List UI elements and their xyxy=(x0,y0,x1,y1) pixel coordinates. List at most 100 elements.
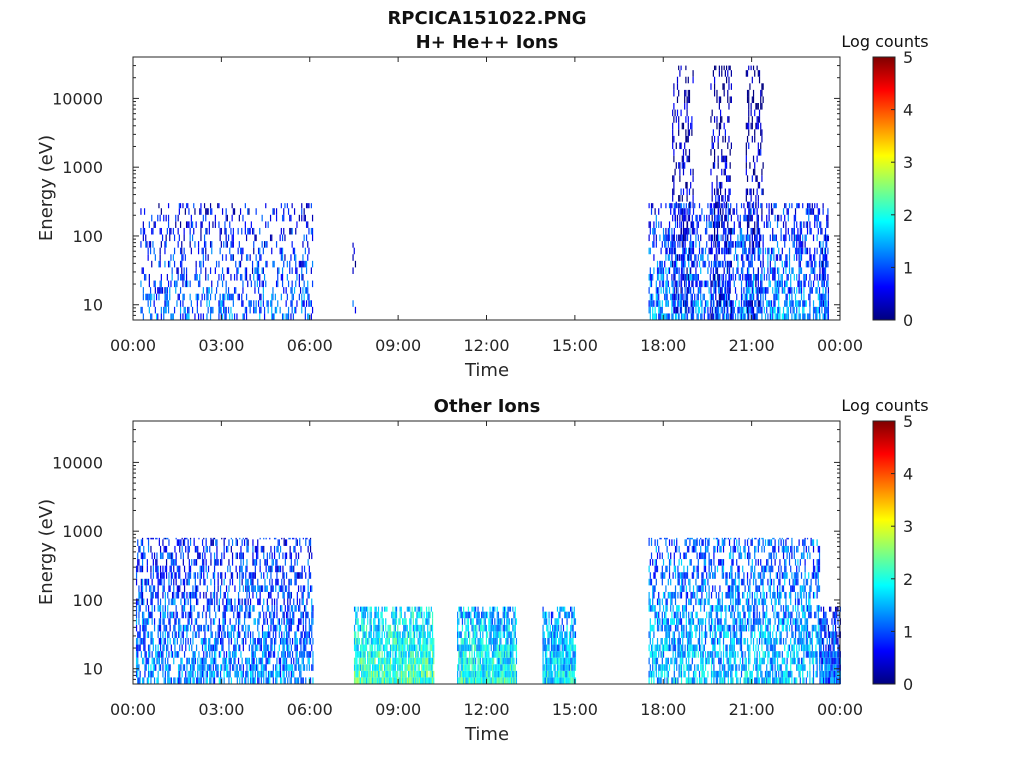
spectrogram-cell xyxy=(678,195,680,202)
spectrogram-cell xyxy=(674,254,677,261)
spectrogram-cell xyxy=(195,273,197,281)
spectrogram-cell xyxy=(356,637,358,645)
spectrogram-cell xyxy=(425,644,428,652)
spectrogram-cell xyxy=(272,260,274,268)
spectrogram-cell xyxy=(658,273,660,281)
spectrogram-cell xyxy=(262,287,264,294)
spectrogram-cell xyxy=(692,168,694,176)
spectrogram-cell xyxy=(137,559,139,566)
spectrogram-cell xyxy=(167,631,169,638)
spectrogram-cell xyxy=(182,624,184,632)
spectrogram-cell xyxy=(216,664,218,671)
spectrogram-cell xyxy=(816,214,818,222)
spectrogram-cell xyxy=(691,306,693,314)
spectrogram-cell xyxy=(746,313,749,320)
spectrogram-cell xyxy=(798,280,800,288)
spectrogram-cell xyxy=(692,241,694,248)
spectrogram-cell xyxy=(670,260,672,268)
spectrogram-cell xyxy=(428,677,430,684)
spectrogram-cell xyxy=(668,254,671,261)
spectrogram-cell xyxy=(370,631,372,638)
spectrogram-cell xyxy=(167,300,170,307)
spectrogram-cell xyxy=(270,618,272,625)
spectrogram-cell xyxy=(159,578,162,586)
spectrogram-cell xyxy=(254,670,256,678)
spectrogram-cell xyxy=(729,280,731,288)
spectrogram-cell xyxy=(159,260,161,268)
spectrogram-cell xyxy=(264,631,266,638)
spectrogram-cell xyxy=(757,241,759,248)
spectrogram-cell xyxy=(308,565,310,573)
spectrogram-cell xyxy=(415,644,417,652)
spectrogram-cell xyxy=(154,221,156,228)
spectrogram-cell xyxy=(409,657,411,665)
spectrogram-cell xyxy=(248,591,250,599)
spectrogram-cell xyxy=(219,227,221,235)
spectrogram-cell xyxy=(743,214,745,222)
spectrogram-cell xyxy=(710,247,712,255)
spectrogram-cell xyxy=(241,677,243,684)
spectrogram-cell xyxy=(359,651,362,658)
spectrogram-cell xyxy=(185,624,187,632)
spectrogram-cell xyxy=(186,537,188,540)
spectrogram-cell xyxy=(697,287,699,294)
spectrogram-cell xyxy=(717,247,719,255)
spectrogram-cell xyxy=(272,611,274,619)
spectrogram-cell xyxy=(193,624,195,632)
spectrogram-cell xyxy=(158,260,160,268)
spectrogram-cell xyxy=(715,221,717,228)
spectrogram-cell xyxy=(800,227,803,235)
spectrogram-cell xyxy=(751,175,753,182)
spectrogram-cell xyxy=(301,208,303,215)
spectrogram-cell xyxy=(685,116,687,123)
spectrogram-cell xyxy=(412,677,414,684)
spectrogram-cell xyxy=(804,273,806,281)
spectrogram-cell xyxy=(240,565,242,573)
spectrogram-cell xyxy=(255,300,257,307)
spectrogram-cell xyxy=(678,234,680,242)
spectrogram-cell xyxy=(161,651,163,658)
spectrogram-cell xyxy=(431,657,434,665)
spectrogram-cell xyxy=(745,168,747,176)
spectrogram-cell xyxy=(685,149,687,156)
spectrogram-cell xyxy=(259,637,261,645)
spectrogram-cell xyxy=(704,300,707,307)
spectrogram-cell xyxy=(751,203,753,209)
spectrogram-cell xyxy=(671,293,673,301)
spectrogram-cell xyxy=(740,254,743,261)
spectrogram-cell xyxy=(796,254,798,261)
spectrogram-cell xyxy=(170,254,172,261)
spectrogram-cell xyxy=(142,221,144,228)
spectrogram-cell xyxy=(299,618,301,625)
spectrogram-cell xyxy=(692,306,694,314)
spectrogram-cell xyxy=(776,254,779,261)
spectrogram-cell xyxy=(466,618,468,625)
spectrogram-cell xyxy=(310,203,312,209)
spectrogram-cell xyxy=(162,611,164,619)
spectrogram-cell xyxy=(383,670,386,678)
spectrogram-cell xyxy=(703,293,705,301)
spectrogram-cell xyxy=(154,287,156,294)
spectrogram-cell xyxy=(690,181,692,189)
spectrogram-cell xyxy=(309,537,312,540)
spectrogram-cell xyxy=(760,260,762,268)
spectrogram-cell xyxy=(140,241,142,248)
spectrogram-cell xyxy=(711,214,713,222)
spectrogram-cell xyxy=(187,280,189,288)
spectrogram-cell xyxy=(385,677,387,684)
spectrogram-cell xyxy=(355,611,357,619)
spectrogram-cell xyxy=(233,644,235,652)
spectrogram-cell xyxy=(827,293,829,301)
spectrogram-cell xyxy=(365,631,368,638)
spectrogram-cell xyxy=(173,585,175,592)
spectrogram-cell xyxy=(171,572,174,579)
spectrogram-cell xyxy=(649,293,651,301)
spectrogram-cell xyxy=(392,657,394,665)
spectrogram-cell xyxy=(291,300,293,307)
spectrogram-cell xyxy=(652,241,654,248)
spectrogram-cell xyxy=(141,559,144,566)
spectrogram-cell xyxy=(407,670,410,678)
spectrogram-cell xyxy=(356,664,358,671)
spectrogram-cell xyxy=(724,70,726,77)
spectrogram-cell xyxy=(422,670,424,678)
